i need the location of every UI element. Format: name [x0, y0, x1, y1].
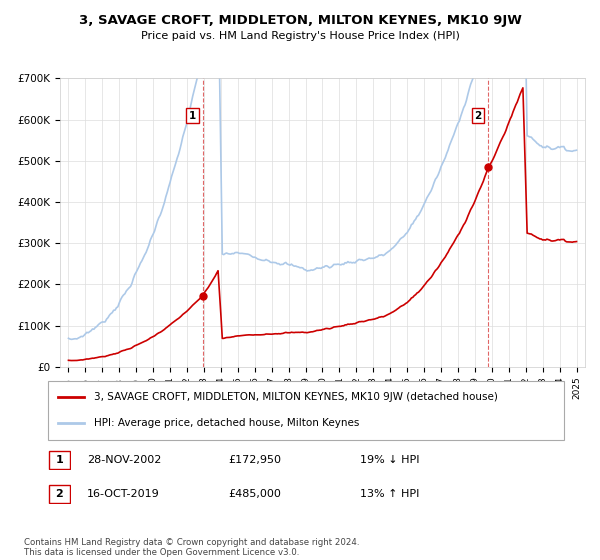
FancyBboxPatch shape [49, 485, 70, 503]
Text: 1: 1 [189, 111, 196, 121]
Text: 1: 1 [56, 455, 63, 465]
FancyBboxPatch shape [49, 451, 70, 469]
Text: HPI: Average price, detached house, Milton Keynes: HPI: Average price, detached house, Milt… [94, 418, 360, 428]
Text: 3, SAVAGE CROFT, MIDDLETON, MILTON KEYNES, MK10 9JW: 3, SAVAGE CROFT, MIDDLETON, MILTON KEYNE… [79, 14, 521, 27]
Text: 3, SAVAGE CROFT, MIDDLETON, MILTON KEYNES, MK10 9JW (detached house): 3, SAVAGE CROFT, MIDDLETON, MILTON KEYNE… [94, 392, 499, 402]
Text: 2: 2 [56, 489, 63, 499]
Text: Contains HM Land Registry data © Crown copyright and database right 2024.
This d: Contains HM Land Registry data © Crown c… [24, 538, 359, 557]
FancyBboxPatch shape [48, 381, 564, 440]
Text: 2: 2 [475, 111, 482, 121]
Text: 28-NOV-2002: 28-NOV-2002 [87, 455, 161, 465]
Text: 16-OCT-2019: 16-OCT-2019 [87, 489, 160, 499]
Text: £172,950: £172,950 [228, 455, 281, 465]
Text: £485,000: £485,000 [228, 489, 281, 499]
Text: 13% ↑ HPI: 13% ↑ HPI [360, 489, 419, 499]
Text: Price paid vs. HM Land Registry's House Price Index (HPI): Price paid vs. HM Land Registry's House … [140, 31, 460, 41]
Text: 19% ↓ HPI: 19% ↓ HPI [360, 455, 419, 465]
